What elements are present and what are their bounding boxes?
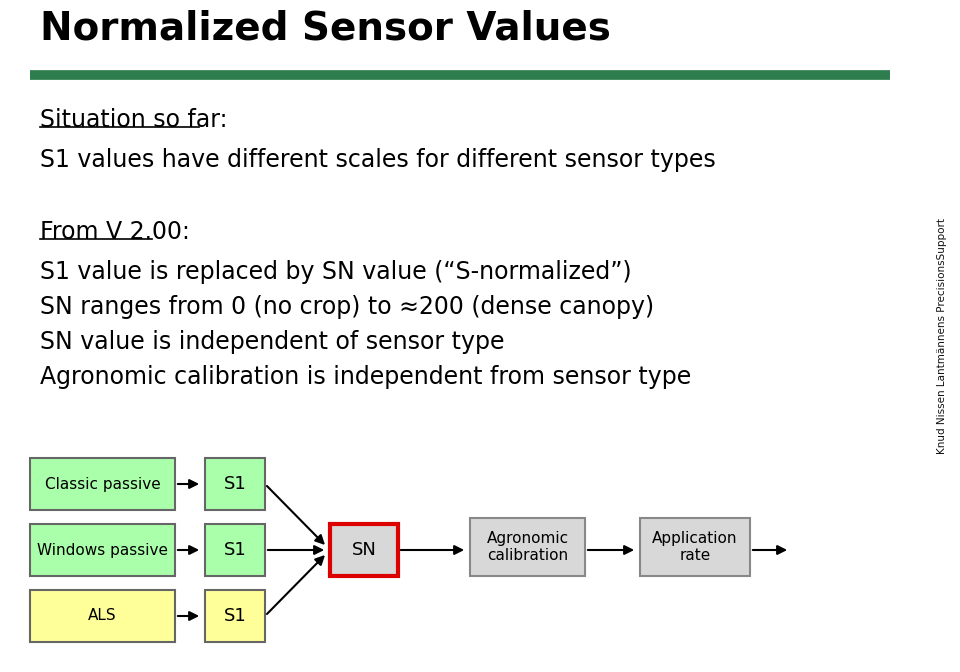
- Text: S1 values have different scales for different sensor types: S1 values have different scales for diff…: [40, 148, 716, 172]
- Text: SN: SN: [351, 541, 376, 559]
- FancyBboxPatch shape: [30, 458, 175, 510]
- FancyBboxPatch shape: [205, 524, 265, 576]
- Text: S1: S1: [224, 541, 247, 559]
- Text: Situation so far:: Situation so far:: [40, 108, 228, 132]
- Text: Agronomic
calibration: Agronomic calibration: [487, 531, 568, 563]
- FancyBboxPatch shape: [30, 590, 175, 642]
- Text: Application
rate: Application rate: [652, 531, 737, 563]
- Text: S1 value is replaced by SN value (“S-normalized”): S1 value is replaced by SN value (“S-nor…: [40, 260, 632, 284]
- Text: SN ranges from 0 (no crop) to ≈200 (dense canopy): SN ranges from 0 (no crop) to ≈200 (dens…: [40, 295, 654, 319]
- FancyBboxPatch shape: [470, 518, 585, 576]
- Text: S1: S1: [224, 475, 247, 493]
- Text: Classic passive: Classic passive: [44, 476, 160, 491]
- Text: Normalized Sensor Values: Normalized Sensor Values: [40, 10, 611, 48]
- Text: From V 2.00:: From V 2.00:: [40, 220, 190, 244]
- FancyBboxPatch shape: [330, 524, 398, 576]
- Text: SN value is independent of sensor type: SN value is independent of sensor type: [40, 330, 505, 354]
- FancyBboxPatch shape: [30, 524, 175, 576]
- Text: ALS: ALS: [88, 609, 117, 624]
- Text: S1: S1: [224, 607, 247, 625]
- Text: Windows passive: Windows passive: [37, 542, 168, 558]
- Text: Knud Nissen Lantmännens PrecisionsSupport: Knud Nissen Lantmännens PrecisionsSuppor…: [937, 218, 947, 454]
- Text: Agronomic calibration is independent from sensor type: Agronomic calibration is independent fro…: [40, 365, 691, 389]
- FancyBboxPatch shape: [205, 590, 265, 642]
- FancyBboxPatch shape: [205, 458, 265, 510]
- FancyBboxPatch shape: [640, 518, 750, 576]
